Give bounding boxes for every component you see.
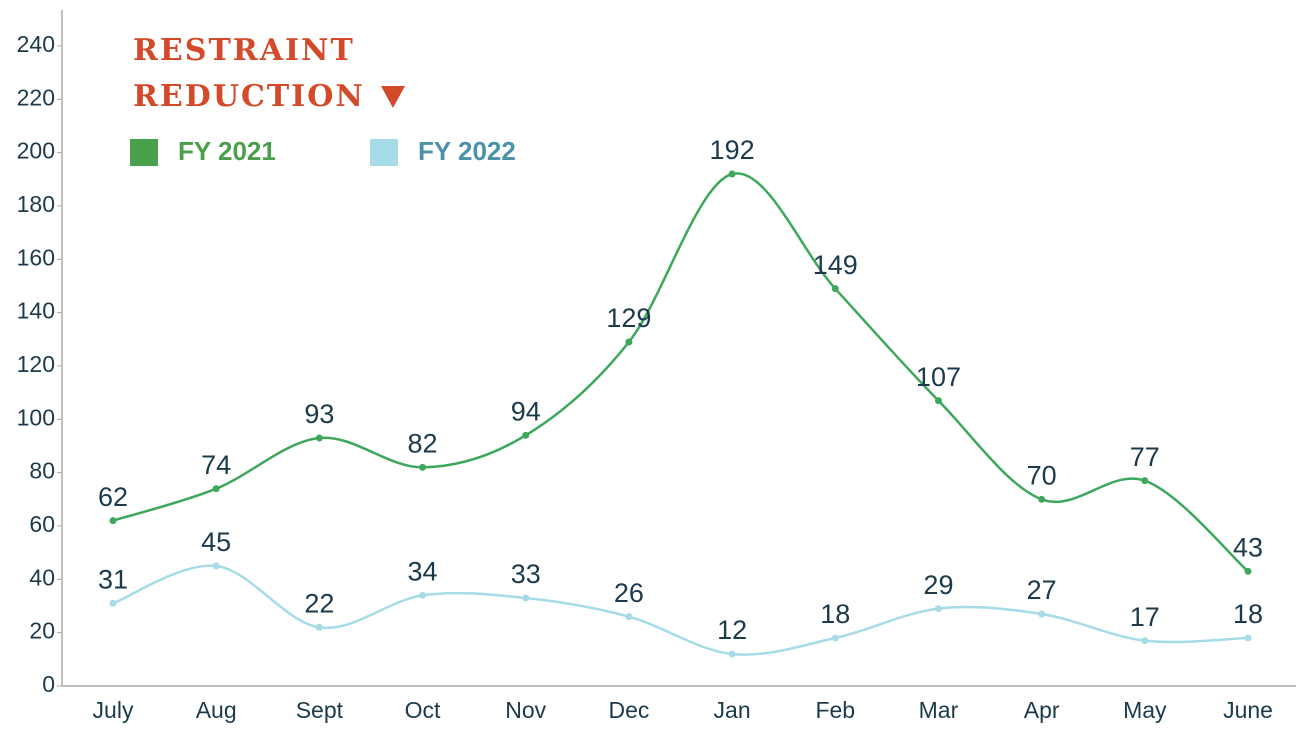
data-label: 27 (1027, 575, 1057, 605)
x-tick-label: May (1123, 697, 1167, 723)
point (1244, 634, 1252, 642)
point (522, 594, 530, 602)
data-label: 33 (511, 559, 541, 589)
x-tick-label: July (93, 697, 134, 723)
point (1141, 637, 1149, 645)
point (1244, 567, 1252, 575)
data-label: 26 (614, 578, 644, 608)
point (625, 613, 633, 621)
x-tick-label: Nov (505, 697, 546, 723)
point (212, 562, 220, 570)
point (934, 605, 942, 613)
point (522, 431, 530, 439)
point (625, 338, 633, 346)
legend-swatch (370, 139, 398, 166)
y-tick-label: 20 (29, 618, 55, 644)
point (728, 650, 736, 658)
x-tick-label: Mar (919, 697, 959, 723)
y-tick-label: 60 (29, 511, 55, 537)
x-tick-label: Jan (714, 697, 751, 723)
data-label: 149 (813, 250, 858, 280)
point (212, 485, 220, 493)
y-tick-label: 0 (42, 671, 55, 697)
x-tick-label: Aug (196, 697, 237, 723)
data-label: 22 (304, 588, 334, 618)
point (831, 285, 839, 293)
data-label: 82 (408, 428, 438, 458)
chart-title: RESTRAINT REDUCTION (133, 28, 413, 120)
point (934, 397, 942, 405)
y-tick-label: 160 (17, 244, 55, 270)
data-label: 18 (820, 599, 850, 629)
point (109, 517, 117, 525)
point (315, 623, 323, 631)
point (109, 599, 117, 607)
data-label: 43 (1233, 532, 1263, 562)
y-tick-label: 240 (17, 31, 55, 57)
y-tick-label: 180 (17, 191, 55, 217)
legend-label: FY 2021 (178, 136, 276, 166)
legend-label: FY 2022 (418, 136, 516, 166)
point (728, 170, 736, 178)
title-text: RESTRAINT REDUCTION (133, 33, 365, 114)
data-label: 93 (304, 399, 334, 429)
data-label: 74 (201, 450, 231, 480)
data-label: 129 (606, 303, 651, 333)
x-tick-label: Oct (405, 697, 441, 723)
data-label: 94 (511, 396, 541, 426)
y-tick-label: 80 (29, 458, 55, 484)
data-label: 45 (201, 527, 231, 557)
point (419, 591, 427, 599)
data-label: 17 (1130, 602, 1160, 632)
point (419, 463, 427, 471)
data-label: 192 (710, 135, 755, 165)
data-label: 12 (717, 615, 747, 645)
point (1038, 495, 1046, 503)
data-label: 107 (916, 362, 961, 392)
point (831, 634, 839, 642)
series-line (112, 172, 1249, 573)
y-tick-label: 140 (17, 298, 55, 324)
x-tick-label: June (1223, 697, 1273, 723)
data-label: 62 (98, 482, 128, 512)
x-tick-label: Dec (608, 697, 649, 723)
data-label: 34 (408, 556, 438, 586)
legend-swatch (130, 139, 158, 166)
y-tick-label: 40 (29, 564, 55, 590)
point (1038, 610, 1046, 618)
data-label: 77 (1130, 442, 1160, 472)
series-line (112, 564, 1249, 656)
point (1141, 477, 1149, 485)
data-label: 29 (923, 570, 953, 600)
point (315, 434, 323, 442)
y-tick-label: 220 (17, 84, 55, 110)
data-label: 31 (98, 564, 128, 594)
down-arrow (380, 86, 405, 108)
x-tick-label: Feb (815, 697, 855, 723)
y-tick-label: 200 (17, 138, 55, 164)
y-tick-label: 120 (17, 351, 55, 377)
y-tick-label: 100 (17, 404, 55, 430)
data-label: 18 (1233, 599, 1263, 629)
x-tick-label: Apr (1024, 697, 1060, 723)
x-tick-label: Sept (296, 697, 344, 723)
data-label: 70 (1027, 460, 1057, 490)
